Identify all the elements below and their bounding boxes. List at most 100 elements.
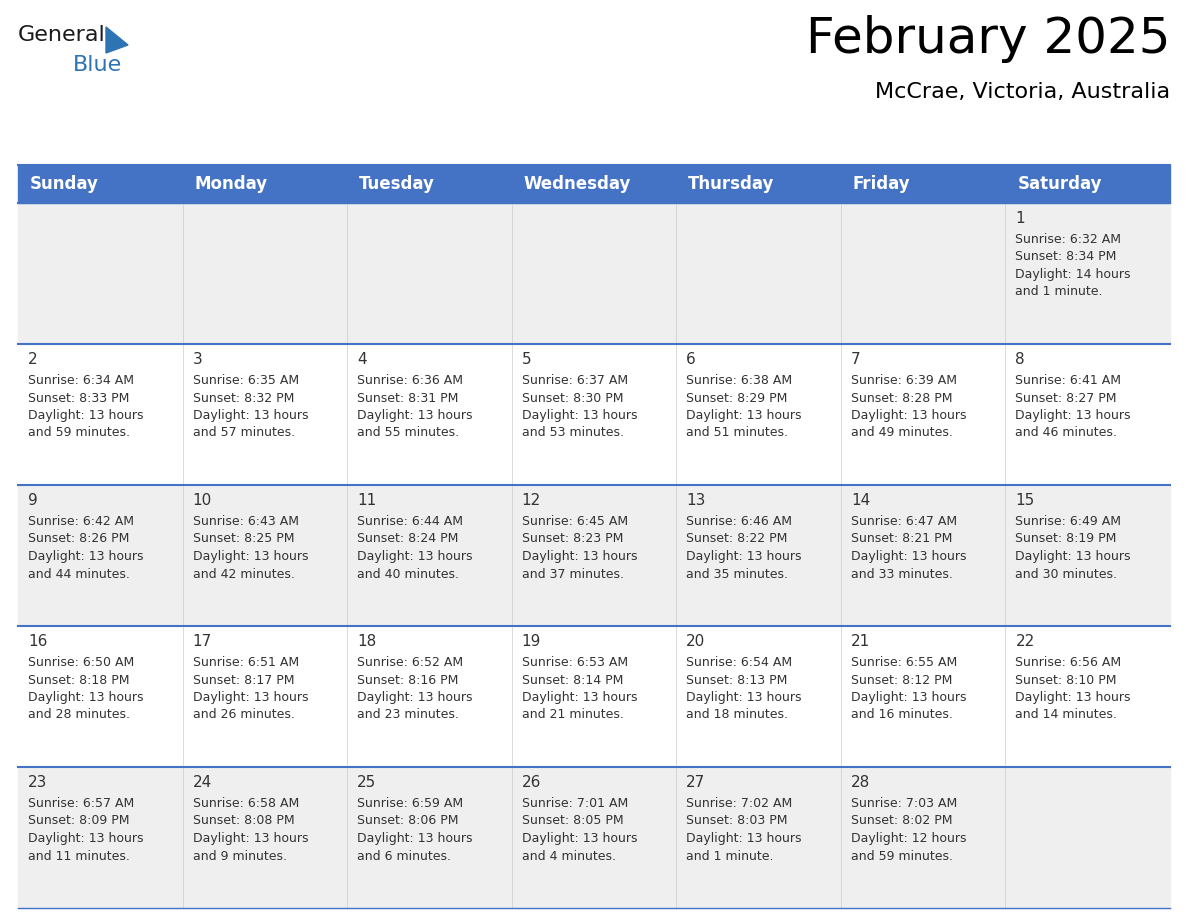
Text: and 59 minutes.: and 59 minutes.: [29, 427, 129, 440]
Text: 14: 14: [851, 493, 870, 508]
Text: Sunrise: 6:55 AM: Sunrise: 6:55 AM: [851, 656, 958, 669]
Bar: [18, 626, 1170, 767]
Text: Sunset: 8:10 PM: Sunset: 8:10 PM: [1016, 674, 1117, 687]
Text: Sunset: 8:33 PM: Sunset: 8:33 PM: [29, 391, 129, 405]
Text: Daylight: 12 hours: Daylight: 12 hours: [851, 832, 966, 845]
Text: 17: 17: [192, 634, 211, 649]
Polygon shape: [106, 27, 128, 53]
Text: Sunrise: 6:35 AM: Sunrise: 6:35 AM: [192, 374, 298, 387]
Text: and 30 minutes.: and 30 minutes.: [1016, 567, 1118, 580]
Text: Thursday: Thursday: [688, 175, 775, 193]
Text: Sunset: 8:02 PM: Sunset: 8:02 PM: [851, 814, 953, 827]
Text: Sunrise: 6:56 AM: Sunrise: 6:56 AM: [1016, 656, 1121, 669]
Text: 11: 11: [358, 493, 377, 508]
Text: Sunrise: 6:59 AM: Sunrise: 6:59 AM: [358, 797, 463, 810]
Text: Sunset: 8:24 PM: Sunset: 8:24 PM: [358, 532, 459, 545]
Text: Daylight: 13 hours: Daylight: 13 hours: [192, 691, 308, 704]
Text: Sunset: 8:23 PM: Sunset: 8:23 PM: [522, 532, 623, 545]
Bar: [18, 165, 1170, 203]
Text: Sunset: 8:34 PM: Sunset: 8:34 PM: [1016, 251, 1117, 263]
Text: Daylight: 14 hours: Daylight: 14 hours: [1016, 268, 1131, 281]
Text: Monday: Monday: [195, 175, 267, 193]
Text: Sunset: 8:26 PM: Sunset: 8:26 PM: [29, 532, 129, 545]
Text: and 51 minutes.: and 51 minutes.: [687, 427, 789, 440]
Text: Daylight: 13 hours: Daylight: 13 hours: [851, 409, 966, 422]
Bar: [18, 767, 1170, 908]
Text: and 1 minute.: and 1 minute.: [1016, 285, 1102, 298]
Text: Sunrise: 7:02 AM: Sunrise: 7:02 AM: [687, 797, 792, 810]
Text: 21: 21: [851, 634, 870, 649]
Text: and 23 minutes.: and 23 minutes.: [358, 709, 459, 722]
Text: and 40 minutes.: and 40 minutes.: [358, 567, 459, 580]
Text: Sunset: 8:25 PM: Sunset: 8:25 PM: [192, 532, 295, 545]
Text: and 6 minutes.: and 6 minutes.: [358, 849, 451, 863]
Text: Daylight: 13 hours: Daylight: 13 hours: [522, 550, 637, 563]
Text: Daylight: 13 hours: Daylight: 13 hours: [687, 691, 802, 704]
Text: 5: 5: [522, 352, 531, 367]
Text: Sunrise: 6:34 AM: Sunrise: 6:34 AM: [29, 374, 134, 387]
Text: Daylight: 13 hours: Daylight: 13 hours: [29, 550, 144, 563]
Text: Daylight: 13 hours: Daylight: 13 hours: [29, 691, 144, 704]
Text: Daylight: 13 hours: Daylight: 13 hours: [1016, 691, 1131, 704]
Text: Sunrise: 6:51 AM: Sunrise: 6:51 AM: [192, 656, 298, 669]
Text: Sunrise: 6:45 AM: Sunrise: 6:45 AM: [522, 515, 627, 528]
Text: Sunrise: 6:32 AM: Sunrise: 6:32 AM: [1016, 233, 1121, 246]
Text: Sunset: 8:19 PM: Sunset: 8:19 PM: [1016, 532, 1117, 545]
Text: 24: 24: [192, 775, 211, 790]
Text: Sunset: 8:29 PM: Sunset: 8:29 PM: [687, 391, 788, 405]
Text: Daylight: 13 hours: Daylight: 13 hours: [687, 550, 802, 563]
Text: 27: 27: [687, 775, 706, 790]
Text: Sunset: 8:12 PM: Sunset: 8:12 PM: [851, 674, 953, 687]
Text: Sunset: 8:31 PM: Sunset: 8:31 PM: [358, 391, 459, 405]
Text: Sunrise: 6:41 AM: Sunrise: 6:41 AM: [1016, 374, 1121, 387]
Text: Sunrise: 6:42 AM: Sunrise: 6:42 AM: [29, 515, 134, 528]
Text: and 11 minutes.: and 11 minutes.: [29, 849, 129, 863]
Text: Sunrise: 6:49 AM: Sunrise: 6:49 AM: [1016, 515, 1121, 528]
Text: 23: 23: [29, 775, 48, 790]
Text: and 1 minute.: and 1 minute.: [687, 849, 773, 863]
Text: Daylight: 13 hours: Daylight: 13 hours: [192, 550, 308, 563]
Text: Daylight: 13 hours: Daylight: 13 hours: [358, 550, 473, 563]
Text: and 35 minutes.: and 35 minutes.: [687, 567, 789, 580]
Text: Sunset: 8:21 PM: Sunset: 8:21 PM: [851, 532, 953, 545]
Text: 2: 2: [29, 352, 38, 367]
Text: Tuesday: Tuesday: [359, 175, 435, 193]
Text: Sunset: 8:22 PM: Sunset: 8:22 PM: [687, 532, 788, 545]
Text: Wednesday: Wednesday: [524, 175, 631, 193]
Text: Saturday: Saturday: [1017, 175, 1102, 193]
Text: Sunset: 8:28 PM: Sunset: 8:28 PM: [851, 391, 953, 405]
Bar: [18, 344, 1170, 485]
Text: Sunrise: 6:53 AM: Sunrise: 6:53 AM: [522, 656, 627, 669]
Text: 8: 8: [1016, 352, 1025, 367]
Text: 26: 26: [522, 775, 541, 790]
Text: Sunset: 8:14 PM: Sunset: 8:14 PM: [522, 674, 623, 687]
Text: 25: 25: [358, 775, 377, 790]
Text: Sunset: 8:09 PM: Sunset: 8:09 PM: [29, 814, 129, 827]
Text: and 57 minutes.: and 57 minutes.: [192, 427, 295, 440]
Text: 3: 3: [192, 352, 202, 367]
Text: Sunrise: 6:47 AM: Sunrise: 6:47 AM: [851, 515, 958, 528]
Text: and 59 minutes.: and 59 minutes.: [851, 849, 953, 863]
Text: Sunrise: 6:50 AM: Sunrise: 6:50 AM: [29, 656, 134, 669]
Text: Daylight: 13 hours: Daylight: 13 hours: [851, 691, 966, 704]
Text: Sunrise: 6:38 AM: Sunrise: 6:38 AM: [687, 374, 792, 387]
Text: 19: 19: [522, 634, 541, 649]
Text: and 18 minutes.: and 18 minutes.: [687, 709, 789, 722]
Text: and 9 minutes.: and 9 minutes.: [192, 849, 286, 863]
Text: Sunset: 8:17 PM: Sunset: 8:17 PM: [192, 674, 295, 687]
Text: and 55 minutes.: and 55 minutes.: [358, 427, 460, 440]
Text: Sunrise: 7:03 AM: Sunrise: 7:03 AM: [851, 797, 958, 810]
Text: Daylight: 13 hours: Daylight: 13 hours: [522, 691, 637, 704]
Text: 12: 12: [522, 493, 541, 508]
Text: 28: 28: [851, 775, 870, 790]
Text: Sunset: 8:18 PM: Sunset: 8:18 PM: [29, 674, 129, 687]
Text: 20: 20: [687, 634, 706, 649]
Text: Daylight: 13 hours: Daylight: 13 hours: [1016, 550, 1131, 563]
Text: Daylight: 13 hours: Daylight: 13 hours: [358, 409, 473, 422]
Text: Sunset: 8:13 PM: Sunset: 8:13 PM: [687, 674, 788, 687]
Text: Sunset: 8:16 PM: Sunset: 8:16 PM: [358, 674, 459, 687]
Text: and 16 minutes.: and 16 minutes.: [851, 709, 953, 722]
Text: Sunrise: 6:58 AM: Sunrise: 6:58 AM: [192, 797, 299, 810]
Text: and 53 minutes.: and 53 minutes.: [522, 427, 624, 440]
Text: and 28 minutes.: and 28 minutes.: [29, 709, 129, 722]
